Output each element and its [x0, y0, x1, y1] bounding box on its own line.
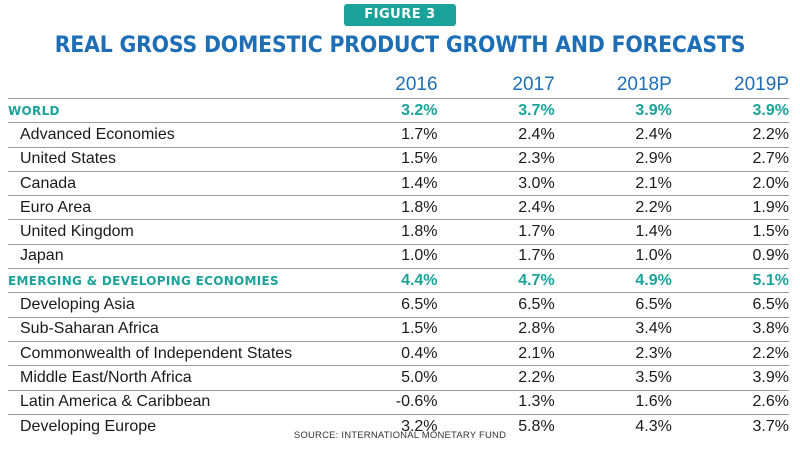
header-row: 2016 2017 2018P 2019P: [8, 71, 789, 99]
value-cell: 2.4%: [518, 125, 555, 143]
value-cell: 2.6%: [752, 393, 789, 411]
value-cell: 1.8%: [401, 198, 438, 216]
value-cell: 1.7%: [518, 223, 555, 241]
chart-title: REAL GROSS DOMESTIC PRODUCT GROWTH AND F…: [54, 33, 746, 58]
row-label: Commonwealth of Independent States: [20, 344, 293, 362]
value-cell: 3.5%: [635, 368, 672, 386]
value-cell: 1.8%: [401, 223, 438, 241]
value-cell: 2.3%: [635, 344, 672, 362]
table-row: Latin America & Caribbean -0.6% 1.3% 1.6% 2.…: [8, 390, 789, 414]
table-row: Euro Area 1.8% 2.4% 2.2% 1.9%: [8, 195, 789, 220]
value-cell: 4.7%: [518, 271, 555, 289]
table-row: Advanced Economies 1.7% 2.4% 2.4% 2.2%: [8, 122, 789, 147]
value-cell: 3.2%: [401, 417, 438, 435]
value-cell: 2.2%: [518, 368, 555, 386]
row-label: United States: [20, 150, 117, 168]
value-cell: 1.5%: [401, 150, 438, 168]
value-cell: 5.8%: [518, 417, 555, 435]
row-label: Sub-Saharan Africa: [20, 320, 159, 338]
value-cell: 2.9%: [635, 150, 672, 168]
value-cell: 6.5%: [518, 296, 555, 314]
row-label: Japan: [20, 247, 64, 265]
value-cell: 3.9%: [635, 101, 672, 119]
row-label-header: [8, 71, 320, 99]
source-note: SOURCE: INTERNATIONAL MONETARY FUND: [293, 430, 507, 441]
value-cell: 3.7%: [518, 101, 555, 119]
value-cell: 3.2%: [401, 101, 438, 119]
value-cell: 4.4%: [401, 271, 438, 289]
row-label: United Kingdom: [20, 223, 134, 241]
table-row: United Kingdom 1.8% 1.7% 1.4% 1.5%: [8, 219, 789, 244]
value-cell: 1.0%: [635, 247, 672, 265]
value-cell: 2.8%: [518, 320, 555, 338]
value-cell: 0.9%: [752, 247, 789, 265]
value-cell: 2.3%: [518, 150, 555, 168]
value-cell: -0.6%: [395, 393, 438, 411]
row-label: Latin America & Caribbean: [20, 393, 211, 411]
value-cell: 6.5%: [635, 296, 672, 314]
table-row: United States 1.5% 2.3% 2.9% 2.7%: [8, 147, 789, 171]
column-header: 2018P: [616, 73, 672, 95]
row-label: Middle East/North Africa: [20, 368, 192, 386]
value-cell: 1.0%: [401, 247, 438, 265]
row-label: WORLD: [8, 103, 60, 118]
value-cell: 5.1%: [752, 271, 789, 289]
value-cell: 2.2%: [752, 125, 789, 143]
value-cell: 2.2%: [635, 198, 672, 216]
row-label: Developing Europe: [20, 417, 157, 435]
value-cell: 2.2%: [752, 344, 789, 362]
gdp-table: 2016 2017 2018P 2019P WORLD 3.2% 3.7% 3.9% 3…: [8, 71, 789, 438]
group-row: WORLD 3.2% 3.7% 3.9% 3.9%: [8, 98, 789, 123]
table-row: Developing Asia 6.5% 6.5% 6.5% 6.5%: [8, 292, 789, 317]
value-cell: 3.9%: [752, 368, 789, 386]
value-cell: 2.7%: [752, 150, 789, 168]
figure-label-badge: FIGURE 3: [344, 4, 456, 26]
value-cell: 1.5%: [401, 320, 438, 338]
row-label: Canada: [20, 174, 77, 192]
column-header: 2019P: [734, 73, 789, 95]
table-row: Canada 1.4% 3.0% 2.1% 2.0%: [8, 171, 789, 195]
row-label: Advanced Economies: [20, 125, 175, 143]
table-row: Middle East/North Africa 5.0% 2.2% 3.5% 3.9%: [8, 365, 789, 390]
table-row: Japan 1.0% 1.7% 1.0% 0.9%: [8, 244, 789, 268]
row-label: Developing Asia: [20, 296, 135, 314]
row-label: Euro Area: [20, 198, 92, 216]
table-row: Commonwealth of Independent States 0.4% 2.…: [8, 341, 789, 365]
value-cell: 2.1%: [635, 174, 672, 192]
value-cell: 1.5%: [752, 223, 789, 241]
value-cell: 1.4%: [401, 174, 438, 192]
column-header: 2016: [395, 73, 438, 95]
table-row: Developing Europe 3.2% 5.8% 4.3% 3.7%: [8, 414, 789, 438]
value-cell: 5.0%: [401, 368, 438, 386]
value-cell: 2.1%: [518, 344, 555, 362]
value-cell: 4.3%: [635, 417, 672, 435]
value-cell: 2.0%: [752, 174, 789, 192]
group-row: EMERGING & DEVELOPING ECONOMIES 4.4% 4.7% 4…: [8, 268, 789, 293]
value-cell: 1.4%: [635, 223, 672, 241]
value-cell: 3.0%: [518, 174, 555, 192]
table-row: Sub-Saharan Africa 1.5% 2.8% 3.4% 3.8%: [8, 317, 789, 341]
value-cell: 2.4%: [635, 125, 672, 143]
value-cell: 6.5%: [752, 296, 789, 314]
value-cell: 6.5%: [401, 296, 438, 314]
column-header: 2017: [512, 73, 555, 95]
value-cell: 1.7%: [401, 125, 438, 143]
value-cell: 2.4%: [518, 198, 555, 216]
value-cell: 1.3%: [518, 393, 555, 411]
value-cell: 3.4%: [635, 320, 672, 338]
value-cell: 1.7%: [518, 247, 555, 265]
value-cell: 4.9%: [635, 271, 672, 289]
value-cell: 1.9%: [752, 198, 789, 216]
row-label: EMERGING & DEVELOPING ECONOMIES: [8, 273, 279, 288]
value-cell: 3.8%: [752, 320, 789, 338]
table-body: WORLD 3.2% 3.7% 3.9% 3.9% Advanced Economies 1…: [8, 98, 789, 439]
value-cell: 0.4%: [401, 344, 438, 362]
value-cell: 1.6%: [635, 393, 672, 411]
value-cell: 3.9%: [752, 101, 789, 119]
value-cell: 3.7%: [752, 417, 789, 435]
